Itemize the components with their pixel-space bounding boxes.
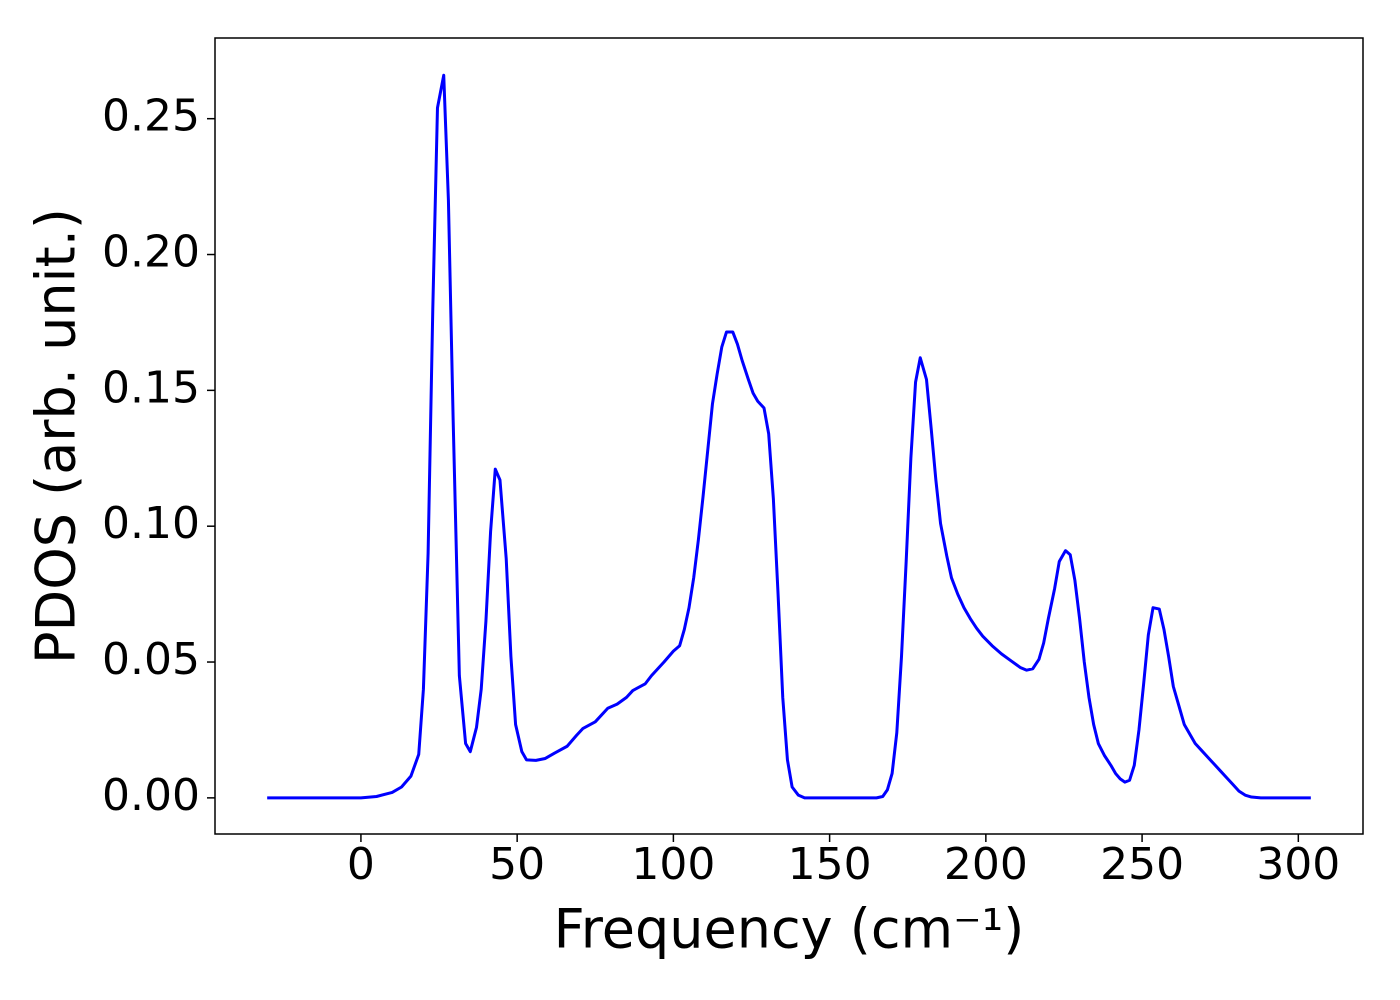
line-series — [267, 73, 1311, 800]
y-axis-label: PDOS (arb. unit.) — [25, 208, 88, 664]
y-tick-label: 0.00 — [102, 770, 200, 821]
x-axis-label: Frequency (cm⁻¹) — [554, 898, 1025, 961]
y-tick-label: 0.15 — [102, 362, 200, 413]
x-tick-label: 200 — [944, 839, 1028, 890]
x-tick-label: 150 — [788, 839, 872, 890]
y-tick-label: 0.25 — [102, 91, 200, 142]
x-tick-label: 100 — [631, 839, 715, 890]
y-tick-label: 0.05 — [102, 634, 200, 685]
y-tick-label: 0.20 — [102, 227, 200, 278]
x-tick-label: 250 — [1100, 839, 1184, 890]
x-tick-label: 50 — [489, 839, 545, 890]
plot-frame — [214, 37, 1364, 835]
y-tick-label: 0.10 — [102, 498, 200, 549]
x-tick-label: 300 — [1256, 839, 1340, 890]
x-tick-label: 0 — [347, 839, 375, 890]
